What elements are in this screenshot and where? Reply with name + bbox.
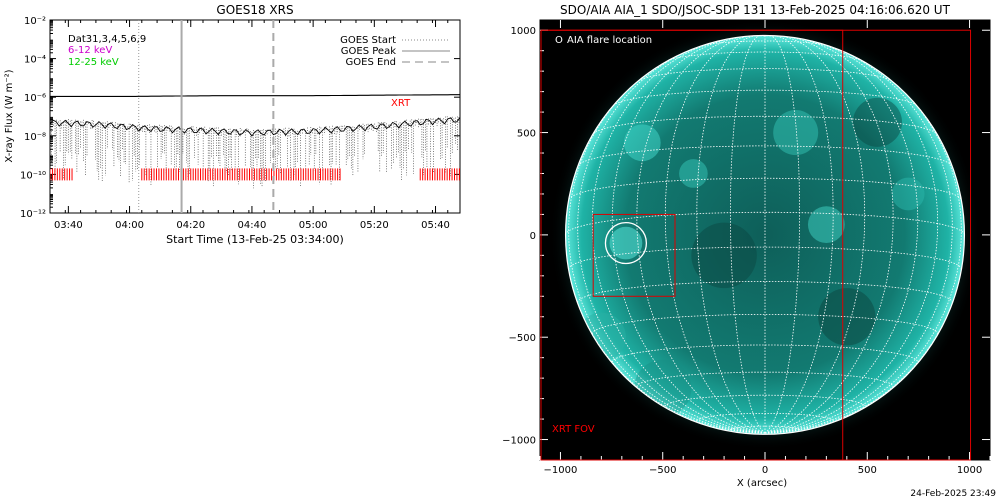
footer-timestamp: 24-Feb-2025 23:49 — [910, 489, 996, 499]
aia-title: SDO/AIA AIA_1 SDO/JSOC-SDP 131 13-Feb-20… — [560, 3, 951, 17]
longitude-line — [764, 35, 834, 434]
longitude-line — [764, 35, 800, 434]
longitude-line — [730, 35, 766, 434]
longitude-line — [764, 40, 939, 434]
goes-y-tick-label: 10⁻² — [24, 16, 46, 27]
goes-12-25kev-noise — [50, 116, 460, 189]
longitude-line — [764, 37, 919, 434]
goes-x-tick-label: 05:00 — [299, 220, 328, 231]
latitude-line — [701, 40, 829, 47]
goes-x-tick-label: 03:40 — [54, 220, 83, 231]
active-region-blob — [679, 159, 708, 188]
xrt-outer-box — [540, 29, 972, 461]
xrt-label: XRT — [391, 98, 411, 109]
active-region-blob — [891, 177, 925, 211]
goes-title: GOES18 XRS — [216, 3, 293, 17]
latitude-line — [638, 68, 892, 82]
goes-curves — [50, 94, 460, 137]
latitude-line — [667, 51, 863, 62]
aia-legend-label: AIA flare location — [567, 35, 652, 46]
goes-y-tick-label: 10⁻⁸ — [24, 132, 46, 143]
goes-y-tick-label: 10⁻¹² — [20, 209, 46, 220]
longitude-line — [565, 234, 766, 434]
goes-plot-frame — [49, 19, 461, 214]
aia-x-axis: −1000 −500 0 500 1000 — [539, 20, 991, 476]
latitude-line — [568, 177, 962, 200]
aia-y-tick-label: 500 — [517, 129, 536, 140]
longitude-line — [568, 71, 766, 434]
active-region-blob — [807, 206, 845, 244]
solar-limb — [564, 34, 966, 435]
goes-panel: GOES18 XRS 10⁻¹² 10⁻¹⁰ 10⁻⁸ 10⁻⁶ 10⁻⁴ 10⁻² 03… — [4, 3, 461, 246]
active-region-blob — [691, 222, 757, 289]
goes-x-tick-label: 04:20 — [176, 220, 205, 231]
longitude-line — [764, 46, 953, 434]
latitude-line — [592, 115, 938, 135]
aia-flare-location-circle — [604, 221, 648, 265]
longitude-line — [664, 35, 766, 434]
latitude-line — [696, 413, 834, 422]
goes-x-tick-label: 05:20 — [360, 220, 389, 231]
legend-6-12kev-label: 6-12 keV — [68, 45, 112, 56]
goes-y-label: X-ray Flux (W m⁻²) — [4, 69, 15, 162]
aia-y-tick-label: −1000 — [502, 436, 536, 447]
active-region-blob — [773, 110, 819, 156]
goes-y-tick-label: 10⁻⁴ — [24, 55, 46, 66]
longitude-line — [591, 40, 766, 434]
goes-legend-left: Dat31,3,4,5,6,9 6-12 keV 12-25 keV — [68, 34, 146, 68]
goes-event-markers — [138, 20, 275, 213]
aia-panel: SDO/AIA AIA_1 SDO/JSOC-SDP 131 13-Feb-20… — [502, 3, 991, 489]
longitude-line — [636, 36, 766, 434]
goes-x-label: Start Time (13-Feb-25 03:34:00) — [166, 233, 344, 246]
longitude-line — [577, 46, 766, 434]
goes-y-tick-label: 10⁻¹⁰ — [20, 170, 46, 181]
goes-y-axis: 10⁻¹² 10⁻¹⁰ 10⁻⁸ 10⁻⁶ 10⁻⁴ 10⁻² — [20, 16, 460, 220]
aia-x-tick-label: 0 — [762, 465, 768, 476]
aia-x-tick-label: −1000 — [544, 465, 578, 476]
aia-x-tick-label: 1000 — [957, 465, 982, 476]
goes-12-25kev-curve — [50, 117, 460, 137]
goes-x-tick-label: 05:40 — [421, 220, 450, 231]
goes-x-tick-label: 04:00 — [115, 220, 144, 231]
aia-y-tick-label: 1000 — [511, 26, 536, 37]
xrt-coverage-ticks — [50, 168, 460, 181]
goes-x-axis: 03:40 04:00 04:20 04:40 05:00 05:20 05:40 — [49, 20, 450, 231]
goes-6-12kev-curve — [50, 94, 460, 97]
active-region-blob — [623, 124, 661, 162]
xrt-fov-label: XRT FOV — [552, 424, 595, 435]
xrt-inner-box — [592, 213, 676, 297]
active-region-blob — [852, 97, 903, 147]
aia-y-tick-label: 0 — [530, 231, 536, 242]
goes-legend-right: GOES Start GOES Peak GOES End — [340, 35, 450, 68]
legend-goes-peak-label: GOES Peak — [341, 46, 396, 57]
aia-y-tick-label: −500 — [509, 333, 536, 344]
longitude-line — [764, 234, 965, 434]
legend-dat-label: Dat31,3,4,5,6,9 — [68, 34, 146, 45]
longitude-line — [764, 71, 962, 434]
legend-goes-end-label: GOES End — [346, 57, 396, 68]
longitude-line — [764, 35, 866, 434]
goes-x-tick-label: 04:40 — [238, 220, 267, 231]
aia-legend-symbol: O — [555, 35, 563, 46]
aia-x-tick-label: 500 — [858, 465, 877, 476]
legend-12-25kev-label: 12-25 keV — [68, 57, 119, 68]
aia-x-label: X (arcsec) — [737, 478, 787, 489]
legend-goes-start-label: GOES Start — [340, 35, 396, 46]
aia-x-tick-label: −500 — [649, 465, 676, 476]
active-region-blob — [609, 226, 643, 260]
goes-y-tick-label: 10⁻⁶ — [24, 93, 46, 104]
latitude-line — [577, 145, 953, 167]
longitude-line — [611, 37, 766, 434]
longitude-line — [696, 35, 766, 434]
